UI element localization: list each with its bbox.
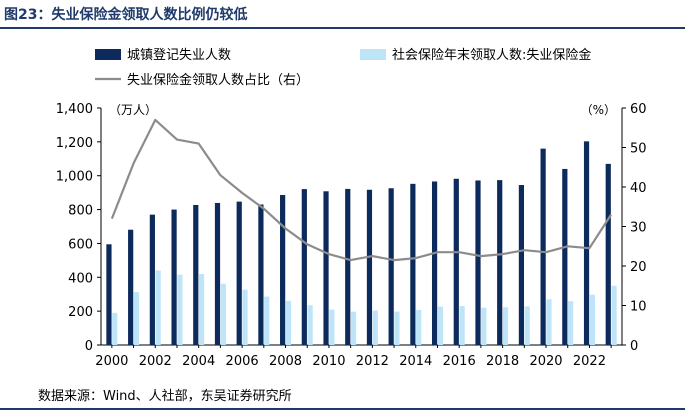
bar-unemployed — [193, 205, 199, 345]
bar-benefit-recipients — [112, 312, 118, 345]
x-tick-label: 2004 — [182, 354, 215, 369]
bar-benefit-recipients — [285, 300, 292, 345]
bars — [106, 141, 617, 345]
x-tick-label: 2018 — [486, 354, 519, 369]
bar-unemployed — [497, 180, 503, 345]
line-share-ratio — [110, 118, 613, 262]
bar-benefit-recipients — [481, 307, 487, 345]
bar-unemployed — [605, 163, 611, 345]
bar-unemployed — [301, 189, 307, 345]
right-tick-label: 20 — [630, 260, 647, 275]
bar-unemployed — [323, 191, 329, 345]
bar-benefit-recipients — [307, 305, 313, 345]
left-tick-label: 600 — [68, 237, 93, 252]
bar-benefit-recipients — [437, 306, 443, 345]
left-tick-label: 200 — [68, 305, 93, 320]
bar-unemployed — [453, 178, 459, 345]
axes: 0 200 400 600 800 1,000 1,200 1,400 0 10 20 30 40 50 6… — [56, 102, 647, 369]
x-tick-label: 2008 — [269, 354, 302, 369]
x-tick-label: 2010 — [312, 354, 345, 369]
bar-unemployed — [236, 201, 242, 345]
bar-benefit-recipients — [416, 309, 422, 345]
bar-unemployed — [128, 229, 134, 345]
bar-benefit-recipients — [198, 274, 205, 345]
bar-benefit-recipients — [155, 270, 161, 345]
bar-benefit-recipients — [372, 310, 378, 345]
bar-benefit-recipients — [568, 301, 574, 345]
bar-unemployed — [149, 214, 155, 345]
bottom-rule — [0, 408, 685, 410]
line-series — [110, 118, 613, 262]
bar-unemployed — [410, 183, 416, 345]
bar-unemployed — [280, 195, 286, 345]
bar-benefit-recipients — [589, 294, 595, 345]
bar-unemployed — [583, 141, 590, 345]
bar-unemployed — [345, 188, 351, 345]
bar-unemployed — [214, 202, 221, 345]
figure-title: 图23：失业保险金领取人数比例仍较低 — [4, 7, 248, 23]
right-tick-label: 30 — [630, 221, 647, 236]
bar-unemployed — [562, 168, 568, 345]
x-tick-label: 2022 — [573, 354, 606, 369]
bar-benefit-recipients — [546, 299, 552, 345]
bar-benefit-recipients — [177, 274, 183, 345]
bar-benefit-recipients — [350, 311, 357, 345]
x-tick-label: 2012 — [356, 354, 389, 369]
bar-benefit-recipients — [242, 289, 248, 345]
x-tick-label: 2000 — [95, 354, 128, 369]
bar-benefit-recipients — [264, 296, 270, 345]
right-tick-label: 0 — [630, 339, 638, 354]
legend-label-unemployed: 城镇登记失业人数 — [127, 48, 231, 63]
bar-unemployed — [388, 188, 394, 345]
right-tick-label: 50 — [630, 142, 647, 157]
left-unit-label: （万人） — [109, 103, 157, 117]
legend-label-ratio: 失业保险金领取人数占比（右） — [127, 72, 309, 88]
bar-benefit-recipients — [133, 292, 140, 345]
bar-unemployed — [366, 189, 373, 345]
bar-unemployed — [540, 148, 546, 345]
left-tick-label: 1,200 — [56, 136, 93, 151]
bar-benefit-recipients — [502, 307, 509, 345]
right-tick-label: 40 — [630, 181, 647, 196]
bar-unemployed — [518, 185, 525, 345]
bar-unemployed — [171, 209, 177, 345]
right-tick-label: 10 — [630, 300, 647, 315]
x-tick-label: 2002 — [139, 354, 172, 369]
left-tick-label: 800 — [68, 204, 93, 219]
x-tick-label: 2016 — [443, 354, 476, 369]
bar-benefit-recipients — [329, 309, 335, 345]
title-rule — [0, 27, 685, 29]
x-tick-label: 2020 — [529, 354, 562, 369]
bar-benefit-recipients — [611, 285, 617, 345]
bar-unemployed — [106, 244, 112, 345]
bar-benefit-recipients — [459, 306, 465, 345]
bar-unemployed — [258, 204, 264, 345]
legend-swatch-unemployed — [95, 49, 121, 60]
left-tick-label: 1,000 — [56, 170, 93, 185]
right-tick-label: 60 — [630, 102, 647, 117]
left-tick-label: 1,400 — [56, 102, 93, 117]
left-tick-label: 400 — [68, 271, 93, 286]
legend-label-benefit: 社会保险年末领取人数:失业保险金 — [392, 47, 591, 63]
x-tick-label: 2006 — [226, 354, 259, 369]
source-note: 数据来源：Wind、人社部，东吴证券研究所 — [38, 389, 292, 404]
right-unit-label: （%） — [581, 103, 616, 117]
x-tick-label: 2014 — [399, 354, 432, 369]
bar-unemployed — [475, 180, 481, 345]
left-tick-label: 0 — [85, 339, 93, 354]
bar-benefit-recipients — [394, 311, 400, 345]
bar-benefit-recipients — [220, 283, 226, 345]
bar-benefit-recipients — [524, 306, 530, 345]
legend-swatch-benefit — [360, 49, 386, 60]
bar-unemployed — [431, 181, 438, 345]
